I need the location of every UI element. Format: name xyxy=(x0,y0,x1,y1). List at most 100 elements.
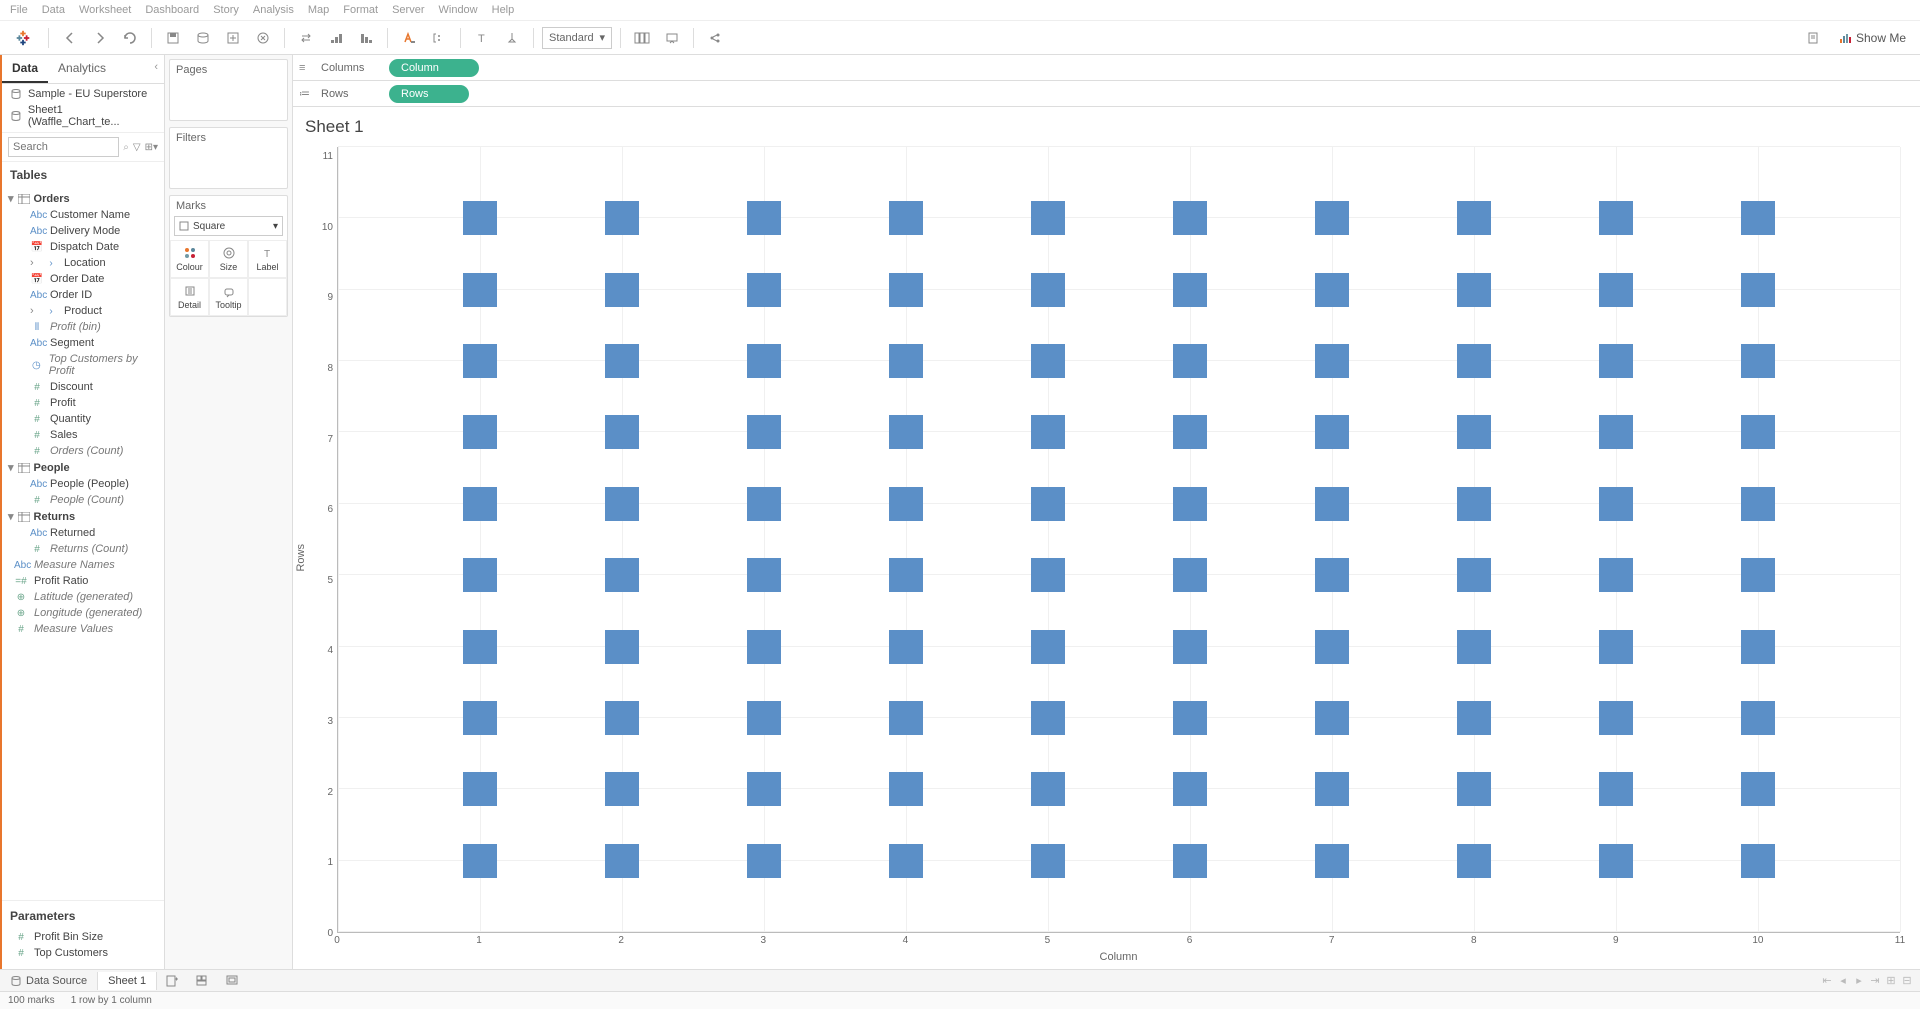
mark-square[interactable] xyxy=(1031,558,1065,592)
sheet-title[interactable]: Sheet 1 xyxy=(293,107,1920,147)
field-profit[interactable]: #Profit xyxy=(2,395,164,411)
mark-square[interactable] xyxy=(1173,201,1207,235)
chart-plot[interactable] xyxy=(337,147,1900,933)
mark-square[interactable] xyxy=(1315,487,1349,521)
mark-square[interactable] xyxy=(747,558,781,592)
table-group[interactable]: ▾People xyxy=(2,459,164,476)
mark-square[interactable] xyxy=(1741,630,1775,664)
mark-square[interactable] xyxy=(1315,201,1349,235)
mark-square[interactable] xyxy=(1741,415,1775,449)
field-longitude-generated-[interactable]: ⊕Longitude (generated) xyxy=(2,605,164,621)
field-top-customers-by-profit[interactable]: ◷Top Customers by Profit xyxy=(2,351,164,379)
mark-square[interactable] xyxy=(889,558,923,592)
field-location[interactable]: ››Location xyxy=(2,255,164,271)
menu-window[interactable]: Window xyxy=(439,4,478,16)
mark-square[interactable] xyxy=(1741,273,1775,307)
new-datasource-button[interactable] xyxy=(190,25,216,51)
marks-label[interactable]: TLabel xyxy=(248,240,287,278)
mark-square[interactable] xyxy=(889,487,923,521)
mark-square[interactable] xyxy=(1741,844,1775,878)
sheet-tab[interactable]: Sheet 1 xyxy=(97,972,157,990)
field-order-date[interactable]: 📅Order Date xyxy=(2,271,164,287)
mark-square[interactable] xyxy=(1599,558,1633,592)
mark-square[interactable] xyxy=(1315,273,1349,307)
mark-square[interactable] xyxy=(463,201,497,235)
group-button[interactable] xyxy=(426,25,452,51)
mark-square[interactable] xyxy=(463,630,497,664)
mark-square[interactable] xyxy=(1315,344,1349,378)
mark-square[interactable] xyxy=(1741,701,1775,735)
field-segment[interactable]: AbcSegment xyxy=(2,335,164,351)
field-profit-ratio[interactable]: =#Profit Ratio xyxy=(2,573,164,589)
mark-square[interactable] xyxy=(1457,201,1491,235)
mark-square[interactable] xyxy=(1173,415,1207,449)
mark-square[interactable] xyxy=(747,201,781,235)
mark-square[interactable] xyxy=(1457,772,1491,806)
back-button[interactable] xyxy=(57,25,83,51)
mark-square[interactable] xyxy=(1599,701,1633,735)
mark-square[interactable] xyxy=(1031,701,1065,735)
mark-square[interactable] xyxy=(1173,701,1207,735)
field-profit-bin-size[interactable]: #Profit Bin Size xyxy=(2,929,164,945)
mark-square[interactable] xyxy=(1599,344,1633,378)
search-input[interactable] xyxy=(8,137,119,157)
mark-square[interactable] xyxy=(605,487,639,521)
mark-square[interactable] xyxy=(747,701,781,735)
mark-square[interactable] xyxy=(1599,487,1633,521)
mark-square[interactable] xyxy=(1173,344,1207,378)
columns-pill[interactable]: Column xyxy=(389,59,479,77)
mark-square[interactable] xyxy=(1457,630,1491,664)
swap-button[interactable] xyxy=(293,25,319,51)
mark-square[interactable] xyxy=(889,201,923,235)
mark-square[interactable] xyxy=(747,844,781,878)
mark-square[interactable] xyxy=(1457,415,1491,449)
field-people-count-[interactable]: #People (Count) xyxy=(2,492,164,508)
mark-square[interactable] xyxy=(1599,844,1633,878)
filter-icon[interactable]: ▽ xyxy=(133,142,141,153)
mark-square[interactable] xyxy=(463,415,497,449)
mark-square[interactable] xyxy=(1599,415,1633,449)
mark-square[interactable] xyxy=(605,344,639,378)
datasource-tab[interactable]: Data Source xyxy=(0,975,97,987)
mark-square[interactable] xyxy=(889,844,923,878)
mark-square[interactable] xyxy=(1173,772,1207,806)
mark-square[interactable] xyxy=(889,415,923,449)
pin-button[interactable] xyxy=(499,25,525,51)
mark-square[interactable] xyxy=(747,630,781,664)
menu-analysis[interactable]: Analysis xyxy=(253,4,294,16)
tab-nav[interactable]: ⇤◂▸⇥⊞⊟ xyxy=(1814,974,1920,987)
forward-button[interactable] xyxy=(87,25,113,51)
mark-square[interactable] xyxy=(1031,273,1065,307)
mark-square[interactable] xyxy=(605,772,639,806)
mark-square[interactable] xyxy=(1599,201,1633,235)
mark-square[interactable] xyxy=(747,415,781,449)
mark-square[interactable] xyxy=(1173,273,1207,307)
field-dispatch-date[interactable]: 📅Dispatch Date xyxy=(2,239,164,255)
mark-square[interactable] xyxy=(1173,630,1207,664)
mark-square[interactable] xyxy=(605,558,639,592)
marks-tooltip[interactable]: Tooltip xyxy=(209,278,248,316)
mark-square[interactable] xyxy=(605,273,639,307)
sort-desc-button[interactable] xyxy=(353,25,379,51)
mark-square[interactable] xyxy=(1599,273,1633,307)
columns-shelf[interactable]: ≡ Columns Column xyxy=(293,55,1920,81)
guide-button[interactable] xyxy=(1800,25,1826,51)
mark-square[interactable] xyxy=(1315,772,1349,806)
fit-dropdown[interactable]: Standard▾ xyxy=(542,27,612,49)
field-product[interactable]: ››Product xyxy=(2,303,164,319)
rows-pill[interactable]: Rows xyxy=(389,85,469,103)
mark-square[interactable] xyxy=(1457,701,1491,735)
mark-square[interactable] xyxy=(1031,487,1065,521)
mark-square[interactable] xyxy=(1031,344,1065,378)
table-group[interactable]: ▾Orders xyxy=(2,190,164,207)
show-labels-button[interactable]: T xyxy=(469,25,495,51)
mark-square[interactable] xyxy=(1741,201,1775,235)
mark-square[interactable] xyxy=(1741,558,1775,592)
marks-detail[interactable]: Detail xyxy=(170,278,209,316)
field-profit-bin-[interactable]: ⫴Profit (bin) xyxy=(2,319,164,335)
menu-format[interactable]: Format xyxy=(343,4,378,16)
field-people-people-[interactable]: AbcPeople (People) xyxy=(2,476,164,492)
field-measure-values[interactable]: #Measure Values xyxy=(2,621,164,637)
field-delivery-mode[interactable]: AbcDelivery Mode xyxy=(2,223,164,239)
mark-square[interactable] xyxy=(1457,344,1491,378)
